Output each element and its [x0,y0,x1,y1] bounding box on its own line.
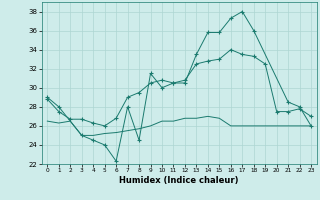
X-axis label: Humidex (Indice chaleur): Humidex (Indice chaleur) [119,176,239,185]
